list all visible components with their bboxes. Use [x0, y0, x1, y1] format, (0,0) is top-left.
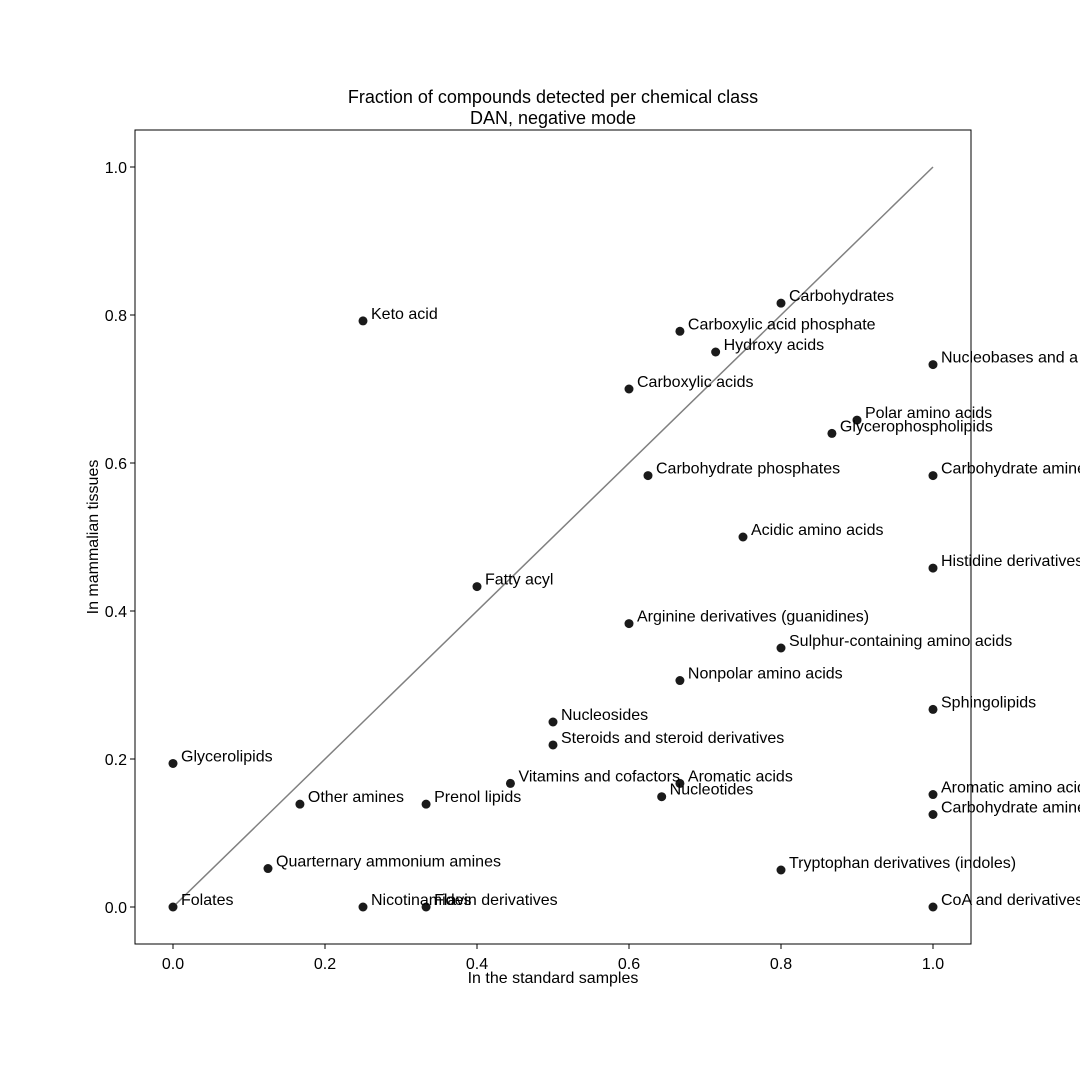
y-axis-label: In mammalian tissues: [85, 460, 102, 615]
data-label: Vitamins and cofactors: [518, 768, 680, 785]
data-point: [675, 326, 685, 336]
data-point: [928, 790, 938, 800]
reference-line-group: [172, 166, 934, 908]
data-label: Glycerophospholipids: [840, 418, 993, 435]
data-label: Glycerolipids: [181, 748, 273, 765]
data-point: [852, 415, 862, 425]
data-label: Aromatic amino acid: [941, 780, 1080, 797]
data-label: Acidic amino acids: [751, 522, 884, 539]
data-point: [675, 778, 685, 788]
data-label: Nonpolar amino acids: [688, 666, 843, 683]
data-point: [263, 864, 273, 874]
data-label: Prenol lipids: [434, 789, 521, 806]
data-label: Carboxylic acid phosphate: [688, 316, 876, 333]
data-label: Tryptophan derivatives (indoles): [789, 855, 1016, 872]
data-point: [827, 428, 837, 438]
data-point: [928, 902, 938, 912]
data-label: Folates: [181, 892, 233, 909]
reference-line: [172, 166, 934, 908]
data-label: Histidine derivatives: [941, 553, 1080, 570]
data-point: [358, 902, 368, 912]
y-tick-label: 0.8: [105, 308, 127, 325]
data-point: [657, 792, 667, 802]
data-point: [738, 532, 748, 542]
plot-area: [134, 129, 972, 945]
data-point: [675, 676, 685, 686]
data-label: Quarternary ammonium amines: [276, 854, 501, 871]
data-label: Arginine derivatives (guanidines): [637, 609, 869, 626]
data-label: Nicotinamides: [371, 892, 471, 909]
data-point: [643, 471, 653, 481]
data-label: Steroids and steroid derivatives: [561, 730, 784, 747]
data-label: Polar amino acids: [865, 405, 992, 422]
data-label: Aromatic acids: [688, 768, 793, 785]
data-label: Carbohydrates: [789, 288, 894, 305]
chart-subtitle: DAN, negative mode: [470, 108, 636, 128]
x-tick-label: 0.4: [466, 956, 488, 973]
data-label: CoA and derivatives: [941, 892, 1080, 909]
data-point: [548, 740, 558, 750]
data-point: [472, 582, 482, 592]
data-label: Other amines: [308, 789, 404, 806]
y-tick-label: 0.6: [105, 456, 127, 473]
data-label: Flavin derivatives: [434, 892, 558, 909]
data-point: [548, 717, 558, 727]
x-tick-label: 1.0: [922, 956, 944, 973]
data-point: [928, 360, 938, 370]
data-label: Carbohydrate amine: [941, 800, 1080, 817]
data-point: [358, 316, 368, 326]
data-point: [776, 865, 786, 875]
y-tick-label: 1.0: [105, 160, 127, 177]
x-axis-label: In the standard samples: [468, 970, 639, 987]
data-point: [505, 778, 515, 788]
data-labels: Keto acid Carbohydrates Carboxylic acid ph…: [181, 288, 1080, 909]
data-point: [928, 563, 938, 573]
data-point: [711, 347, 721, 357]
x-tick-label: 0.6: [618, 956, 640, 973]
data-label: Carbohydrate phosphates: [656, 461, 840, 478]
y-tick-label: 0.0: [105, 900, 127, 917]
data-point: [624, 384, 634, 394]
data-label: Keto acid: [371, 306, 438, 323]
data-point: [421, 799, 431, 809]
data-point: [776, 298, 786, 308]
data-point: [295, 799, 305, 809]
data-label: Nucleobases and a: [941, 350, 1078, 367]
data-point: [776, 643, 786, 653]
x-tick-label: 0.2: [314, 956, 336, 973]
data-label: Sphingolipids: [941, 694, 1036, 711]
data-label: Nucleosides: [561, 707, 648, 724]
data-point: [421, 902, 431, 912]
data-point: [168, 758, 178, 768]
data-point: [928, 810, 938, 819]
y-tick-label: 0.2: [105, 752, 127, 769]
data-points: [168, 298, 938, 912]
data-label: Carboxylic acids: [637, 374, 753, 391]
data-point: [928, 704, 938, 714]
axis-ticks: 0.0 0.2 0.4 0.6 0.8 1.0 0.0 0.2 0.4 0.6 0.8 1.0: [105, 160, 944, 973]
y-tick-label: 0.4: [105, 604, 127, 621]
data-label: Sulphur-containing amino acids: [789, 633, 1012, 650]
data-label: Hydroxy acids: [724, 337, 824, 354]
x-tick-label: 0.0: [162, 956, 184, 973]
data-point: [928, 471, 938, 481]
data-point: [624, 619, 634, 629]
chart-title: Fraction of compounds detected per chemi…: [348, 87, 758, 107]
data-label: Nucleotides: [670, 782, 754, 799]
data-label: Fatty acyl: [485, 572, 553, 589]
data-label: Carbohydrate amine: [941, 461, 1080, 478]
x-tick-label: 0.8: [770, 956, 792, 973]
data-point: [168, 902, 178, 912]
